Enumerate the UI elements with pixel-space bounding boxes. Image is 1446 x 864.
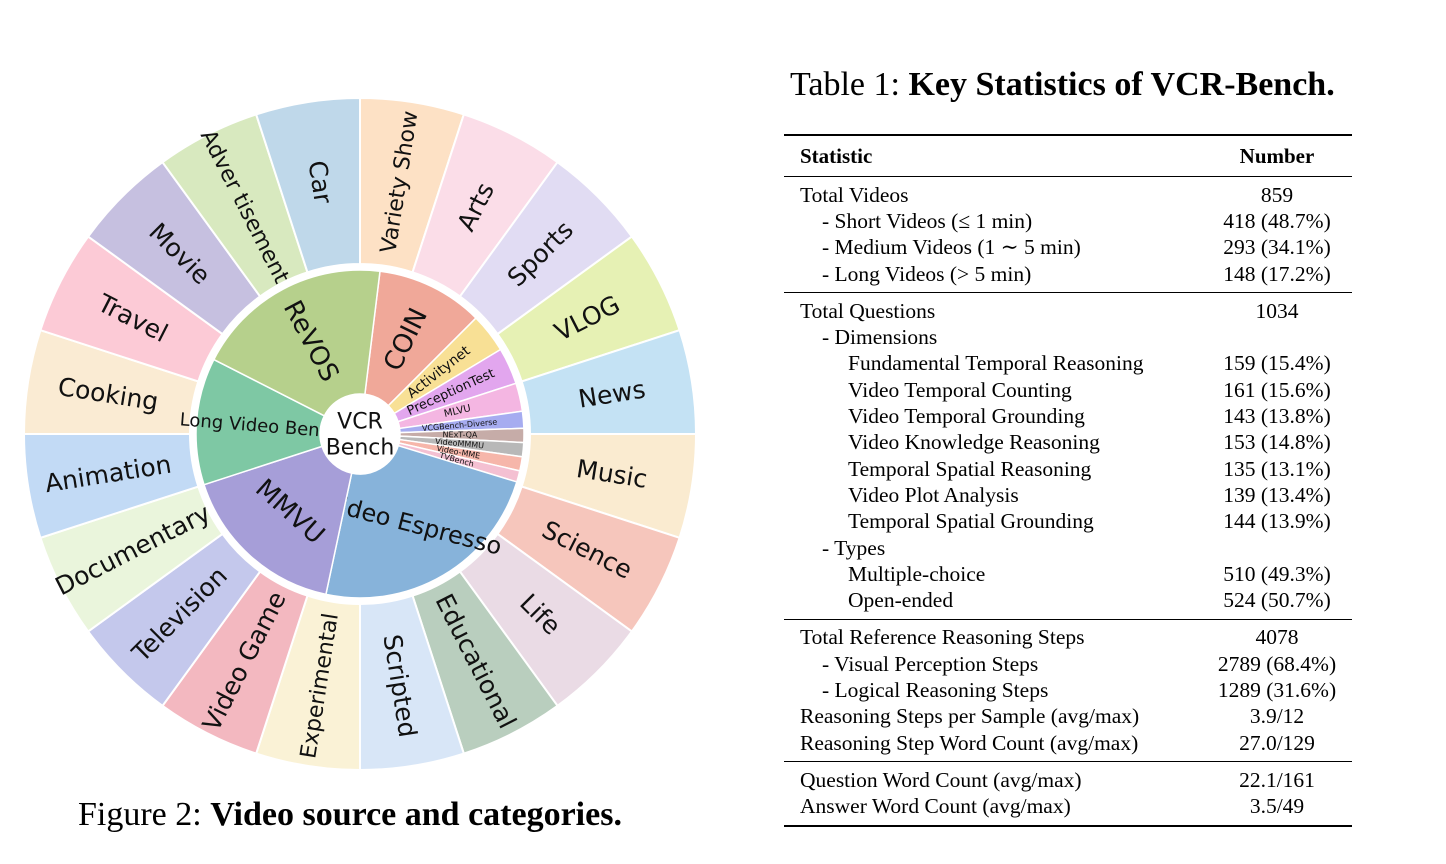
row-value: 159 (15.4%) [1223, 351, 1331, 376]
row-value: 153 (14.8%) [1223, 430, 1331, 455]
row-value: 161 (15.6%) [1223, 377, 1331, 402]
row-label: - Medium Videos (1 ∼ 5 min) [822, 235, 1081, 260]
row-label: - Short Videos (≤ 1 min) [822, 208, 1033, 233]
category-ring: Variety Show ArtsSportsVLOGNewsMusicScien… [22, 96, 698, 772]
row-label: Video Temporal Counting [848, 377, 1072, 402]
statistics-table: Statistic Number Total Videos 859- Short … [784, 134, 1352, 827]
center-label-line2: Bench [326, 436, 395, 461]
row-value: 3.9/12 [1249, 704, 1305, 729]
row-label: Fundamental Temporal Reasoning [848, 351, 1144, 376]
table-section-rule [784, 292, 1352, 294]
row-value: 1289 (31.6%) [1217, 677, 1337, 702]
table-row: - Logical Reasoning Steps 1289 (31.6%) [784, 677, 1352, 703]
row-value: 859 [1260, 182, 1294, 207]
row-label: - Dimensions [822, 325, 938, 350]
table-row: - Types [784, 535, 1352, 561]
header-number: Number [1239, 143, 1315, 168]
row-label: - Visual Perception Steps [822, 651, 1039, 676]
table-bottom-rule [784, 824, 1352, 827]
table-row: - Long Videos (> 5 min) 148 (17.2%) [784, 261, 1352, 287]
row-label: Video Plot Analysis [848, 482, 1019, 507]
row-value: 524 (50.7%) [1223, 588, 1331, 613]
table-row: Question Word Count (avg/max) 22.1/161 [784, 767, 1352, 793]
table-top-rule [784, 134, 1352, 136]
table-section-rule [784, 176, 1352, 177]
table-row: Reasoning Steps per Sample (avg/max) 3.9/… [784, 704, 1352, 730]
row-label: Temporal Spatial Grounding [848, 509, 1094, 534]
table-section-rule [784, 761, 1352, 763]
table-row: - Visual Perception Steps 2789 (68.4%) [784, 651, 1352, 677]
table-row: Total Questions 1034 [784, 298, 1352, 324]
table-row: Video Knowledge Reasoning 153 (14.8%) [784, 430, 1352, 456]
table-section: Question Word Count (avg/max) 22.1/161 Ans… [784, 762, 1352, 825]
table-section: Total Reference Reasoning Steps 4078- Vis… [784, 620, 1352, 761]
row-label: Temporal Spatial Reasoning [848, 456, 1092, 481]
row-value: 27.0/129 [1239, 730, 1315, 755]
row-label: - Types [822, 535, 886, 560]
row-label: Reasoning Steps per Sample (avg/max) [800, 704, 1140, 729]
row-value: 144 (13.9%) [1223, 509, 1331, 534]
row-label: Video Temporal Grounding [848, 404, 1085, 429]
table-row: - Medium Videos (1 ∼ 5 min) 293 (34.1%) [784, 235, 1352, 261]
center-circle [320, 394, 400, 474]
source-label-next-qa: NExT-QA [443, 430, 478, 439]
table-row: Video Plot Analysis 139 (13.4%) [784, 482, 1352, 508]
table-caption: Table 1: Key Statistics of VCR-Bench. [790, 66, 1335, 103]
row-label: Multiple-choice [848, 561, 986, 586]
table-row: Fundamental Temporal Reasoning 159 (15.4%… [784, 351, 1352, 377]
table-row: - Dimensions [784, 324, 1352, 350]
table-header-row: Statistic Number [784, 136, 1352, 176]
row-label: Open-ended [848, 588, 954, 613]
row-value: 1034 [1255, 298, 1299, 323]
source-category-wheel: Variety Show ArtsSportsVLOGNewsMusicScien… [22, 96, 698, 772]
row-value: 135 (13.1%) [1223, 456, 1331, 481]
table-row: Reasoning Step Word Count (avg/max) 27.0/… [784, 730, 1352, 756]
row-label: Answer Word Count (avg/max) [800, 794, 1071, 819]
row-value: 4078 [1255, 625, 1299, 650]
table-row: - Short Videos (≤ 1 min) 418 (48.7%) [784, 208, 1352, 234]
row-label: Question Word Count (avg/max) [800, 767, 1082, 792]
header-statistic: Statistic [800, 143, 873, 168]
row-value: 293 (34.1%) [1223, 235, 1331, 260]
row-label: Total Videos [800, 182, 909, 207]
row-value: 2789 (68.4%) [1217, 651, 1337, 676]
row-label: Reasoning Step Word Count (avg/max) [800, 730, 1139, 755]
row-label: Total Questions [800, 298, 936, 323]
row-label: - Long Videos (> 5 min) [822, 261, 1032, 286]
row-label: - Logical Reasoning Steps [822, 677, 1049, 702]
row-value: 22.1/161 [1239, 767, 1315, 792]
row-value: 143 (13.8%) [1223, 404, 1331, 429]
table-row: Open-ended 524 (50.7%) [784, 587, 1352, 613]
table-section: Total Questions 1034 - Dimensions Fundament… [784, 293, 1352, 619]
row-value: 510 (49.3%) [1223, 561, 1331, 586]
table-row: Temporal Spatial Reasoning 135 (13.1%) [784, 456, 1352, 482]
row-value: 418 (48.7%) [1223, 208, 1331, 233]
table-section-rule [784, 618, 1352, 620]
table-row: Video Temporal Counting 161 (15.6%) [784, 377, 1352, 403]
table-body: Total Videos 859 - Short Videos (≤ 1 min) 4… [784, 176, 1352, 825]
row-value: 3.5/49 [1249, 794, 1305, 819]
figure-caption: Figure 2: Video source and categories. [78, 796, 622, 833]
table-row: Multiple-choice 510 (49.3%) [784, 561, 1352, 587]
table-row: Total Videos 859 [784, 182, 1352, 208]
category-label-car: Car [302, 159, 337, 207]
table-row: Video Temporal Grounding 143 (13.8%) [784, 403, 1352, 429]
table-row: Temporal Spatial Grounding 144 (13.9%) [784, 509, 1352, 535]
category-wedge-car [254, 96, 361, 274]
row-value: 139 (13.4%) [1223, 482, 1331, 507]
row-label: Total Reference Reasoning Steps [800, 625, 1085, 650]
row-label: Video Knowledge Reasoning [848, 430, 1100, 455]
table-row: Answer Word Count (avg/max) 3.5/49 [784, 794, 1352, 820]
table-row: Total Reference Reasoning Steps 4078 [784, 625, 1352, 651]
center-label-line1: VCR [337, 410, 383, 435]
row-value: 148 (17.2%) [1223, 261, 1331, 286]
table-section: Total Videos 859 - Short Videos (≤ 1 min) 4… [784, 177, 1352, 292]
